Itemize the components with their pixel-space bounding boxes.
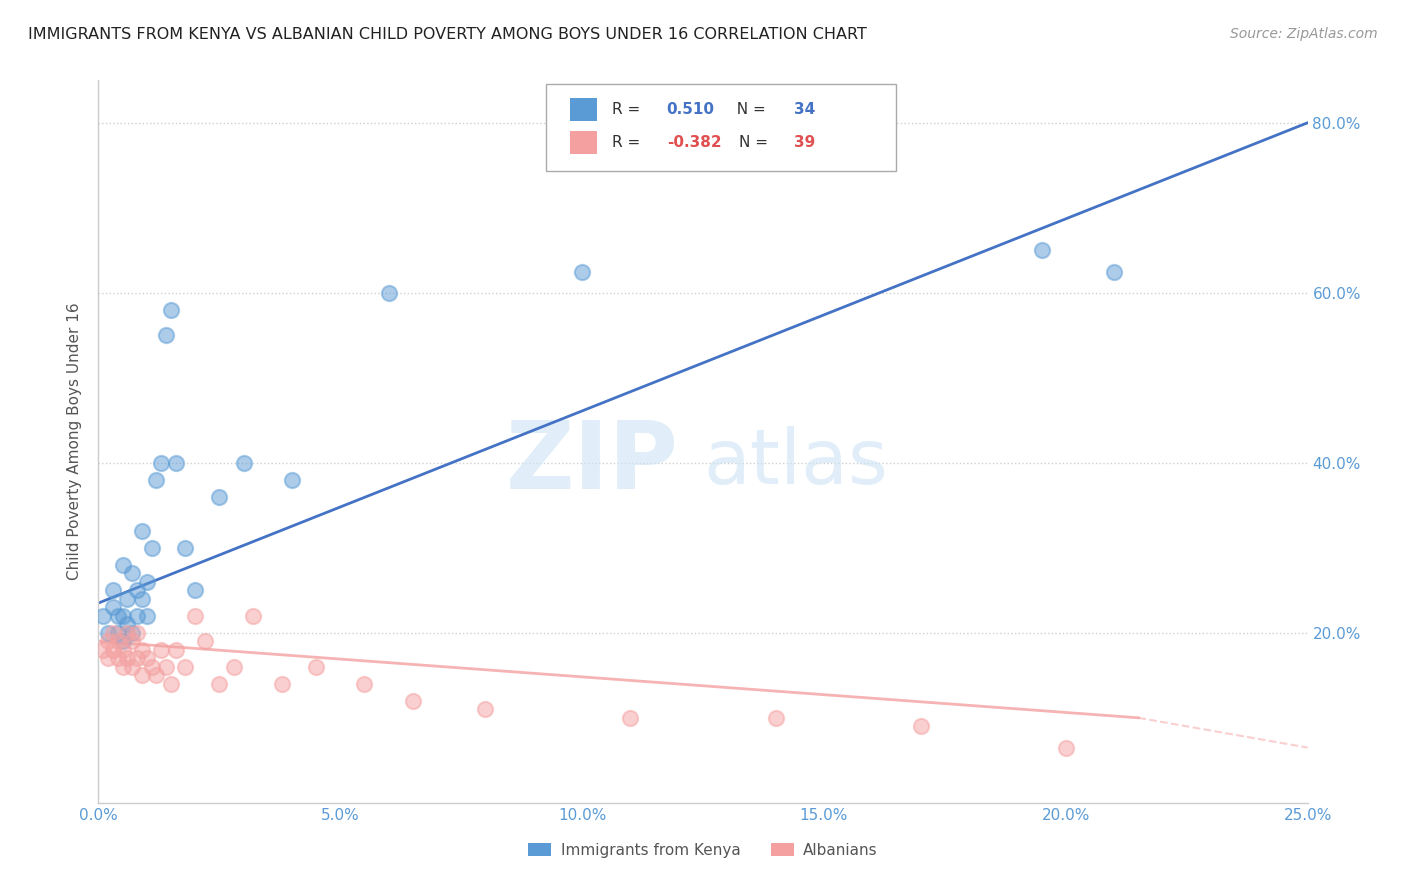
Point [145, 668, 167, 682]
Point [150, 642, 173, 657]
Point [97, 651, 120, 665]
Point [117, 617, 139, 632]
FancyBboxPatch shape [546, 84, 897, 170]
Point [910, 719, 932, 733]
Point [165, 456, 187, 470]
Point [155, 660, 177, 674]
Point [1054, 740, 1077, 755]
Text: ZIP: ZIP [506, 417, 679, 509]
Point [91, 608, 114, 623]
Point [97, 625, 120, 640]
Point [208, 490, 231, 504]
Text: 34: 34 [793, 103, 815, 118]
Point [402, 694, 425, 708]
Point [135, 608, 157, 623]
Point [117, 651, 139, 665]
Point [127, 583, 149, 598]
Text: N =: N = [740, 135, 773, 150]
Point [107, 625, 129, 640]
Point [174, 541, 197, 555]
Point [184, 608, 207, 623]
Point [97, 634, 120, 648]
Point [208, 677, 231, 691]
Point [107, 634, 129, 648]
Point [107, 608, 129, 623]
Point [222, 660, 245, 674]
Point [281, 473, 304, 487]
Point [271, 677, 294, 691]
Point [131, 668, 153, 682]
Point [165, 642, 187, 657]
Point [150, 456, 173, 470]
Point [1031, 244, 1053, 258]
Text: R =: R = [613, 103, 645, 118]
Point [111, 634, 134, 648]
Point [232, 456, 254, 470]
Point [131, 591, 153, 606]
Point [619, 711, 641, 725]
Point [135, 651, 157, 665]
Point [305, 660, 328, 674]
Point [111, 642, 134, 657]
Text: 0.510: 0.510 [666, 103, 714, 118]
Point [101, 642, 124, 657]
Point [111, 608, 134, 623]
Text: N =: N = [727, 103, 770, 118]
Y-axis label: Child Poverty Among Boys Under 16: Child Poverty Among Boys Under 16 [67, 302, 83, 581]
Point [135, 574, 157, 589]
Point [141, 541, 163, 555]
Bar [569, 98, 596, 121]
Point [111, 660, 134, 674]
Text: IMMIGRANTS FROM KENYA VS ALBANIAN CHILD POVERTY AMONG BOYS UNDER 16 CORRELATION : IMMIGRANTS FROM KENYA VS ALBANIAN CHILD … [28, 27, 868, 42]
Point [377, 285, 399, 300]
Point [1102, 264, 1125, 278]
Point [131, 524, 153, 538]
Point [160, 302, 183, 317]
Point [127, 651, 149, 665]
Point [127, 625, 149, 640]
Point [121, 566, 143, 581]
Point [121, 634, 143, 648]
Text: -0.382: -0.382 [666, 135, 721, 150]
Point [474, 702, 496, 716]
Text: R =: R = [613, 135, 645, 150]
Point [91, 642, 114, 657]
Point [571, 264, 593, 278]
Point [101, 583, 124, 598]
Point [127, 608, 149, 623]
Text: atlas: atlas [703, 426, 887, 500]
Legend: Immigrants from Kenya, Albanians: Immigrants from Kenya, Albanians [523, 837, 883, 863]
Point [121, 625, 143, 640]
Text: 39: 39 [793, 135, 815, 150]
Point [117, 625, 139, 640]
Bar [569, 131, 596, 154]
Point [242, 608, 264, 623]
Point [194, 634, 217, 648]
Point [353, 677, 375, 691]
Point [141, 660, 163, 674]
Point [121, 660, 143, 674]
Point [131, 642, 153, 657]
Point [174, 660, 197, 674]
Point [145, 473, 167, 487]
Point [107, 651, 129, 665]
Point [155, 328, 177, 343]
Point [765, 711, 787, 725]
Point [101, 600, 124, 615]
Point [160, 677, 183, 691]
Point [184, 583, 207, 598]
Text: Source: ZipAtlas.com: Source: ZipAtlas.com [1230, 27, 1378, 41]
Point [111, 558, 134, 572]
Point [117, 591, 139, 606]
Point [101, 625, 124, 640]
